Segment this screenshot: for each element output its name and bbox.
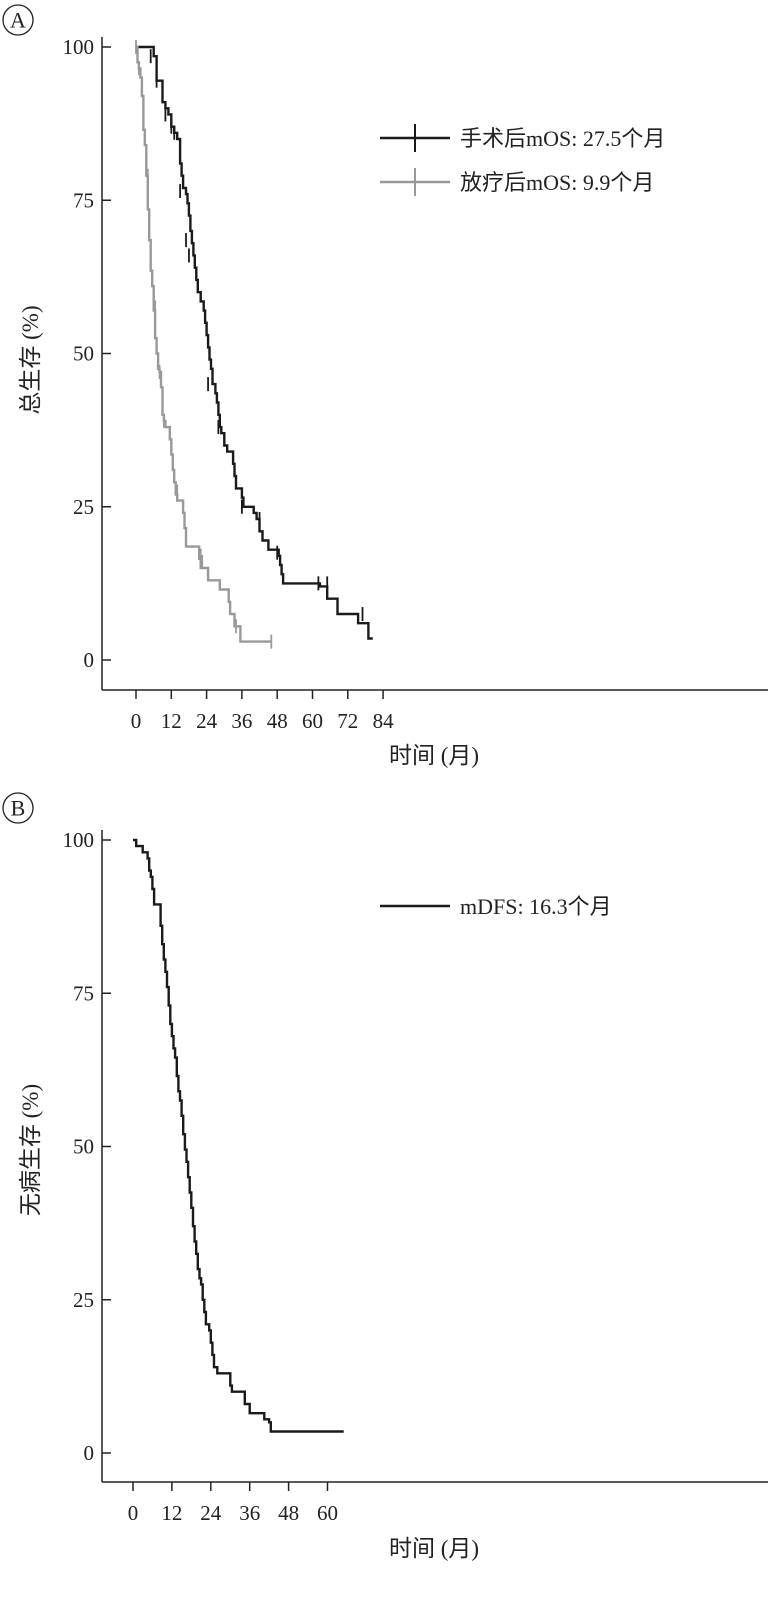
panel-b: B 0 25 50 75 100 0 12 24 36 48 60 时间 (月) 无病生存 (%) mDFS… [2, 792, 768, 1561]
panel-letter-a: A [2, 4, 34, 36]
x-tick-label: 48 [278, 1501, 299, 1525]
x-tick-label: 48 [267, 709, 288, 733]
x-tick-label: 0 [128, 1501, 139, 1525]
y-tick-label: 0 [84, 1441, 95, 1465]
series-2 [135, 40, 273, 649]
legend-entry-1: 手术后mOS: 27.5个月 [380, 124, 665, 152]
y-tick-label: 50 [73, 342, 94, 366]
survival-curve [133, 838, 344, 1433]
panel-a: A 0 25 50 75 100 0 12 24 36 48 60 72 84 时间 (月) 总生存 (%) 手… [2, 4, 768, 768]
survival-curve [136, 45, 272, 643]
x-tick-label: 0 [131, 709, 142, 733]
x-tick-label: 24 [200, 1501, 222, 1525]
y-tick-label: 75 [73, 981, 94, 1005]
y-axis-title: 总生存 (%) [18, 305, 43, 414]
panel-letter-text: A [10, 8, 26, 33]
x-axis-title: 时间 (月) [389, 743, 479, 768]
legend-label: 手术后mOS: 27.5个月 [460, 126, 665, 151]
x-tick-label: 60 [302, 709, 323, 733]
y-tick-label: 75 [73, 188, 94, 212]
legend-entry-1: mDFS: 16.3个月 [380, 894, 612, 919]
y-tick-label: 25 [73, 1288, 94, 1312]
series-1 [133, 838, 344, 1433]
legend-label: mDFS: 16.3个月 [460, 894, 612, 919]
y-tick-label: 0 [84, 648, 95, 672]
x-tick-label: 36 [239, 1501, 260, 1525]
x-axis-title: 时间 (月) [389, 1536, 479, 1561]
x-tick-label: 12 [161, 1501, 182, 1525]
legend-label: 放疗后mOS: 9.9个月 [460, 170, 654, 195]
x-tick-label: 60 [317, 1501, 338, 1525]
x-tick-label: 36 [231, 709, 252, 733]
panel-letter-b: B [2, 792, 34, 824]
x-tick-label: 84 [373, 709, 395, 733]
y-axis-title: 无病生存 (%) [18, 1084, 43, 1216]
y-tick-label: 50 [73, 1135, 94, 1159]
x-tick-label: 24 [196, 709, 218, 733]
y-tick-label: 25 [73, 495, 94, 519]
y-tick-label: 100 [63, 35, 95, 59]
panel-letter-circle [2, 792, 34, 824]
panel-letter-circle [2, 4, 34, 36]
x-tick-label: 72 [337, 709, 358, 733]
series-1 [136, 45, 373, 640]
x-tick-label: 12 [161, 709, 182, 733]
y-tick-label: 100 [63, 828, 95, 852]
panel-letter-text: B [11, 796, 26, 821]
legend-entry-2: 放疗后mOS: 9.9个月 [380, 168, 654, 196]
survival-curve [136, 45, 373, 640]
